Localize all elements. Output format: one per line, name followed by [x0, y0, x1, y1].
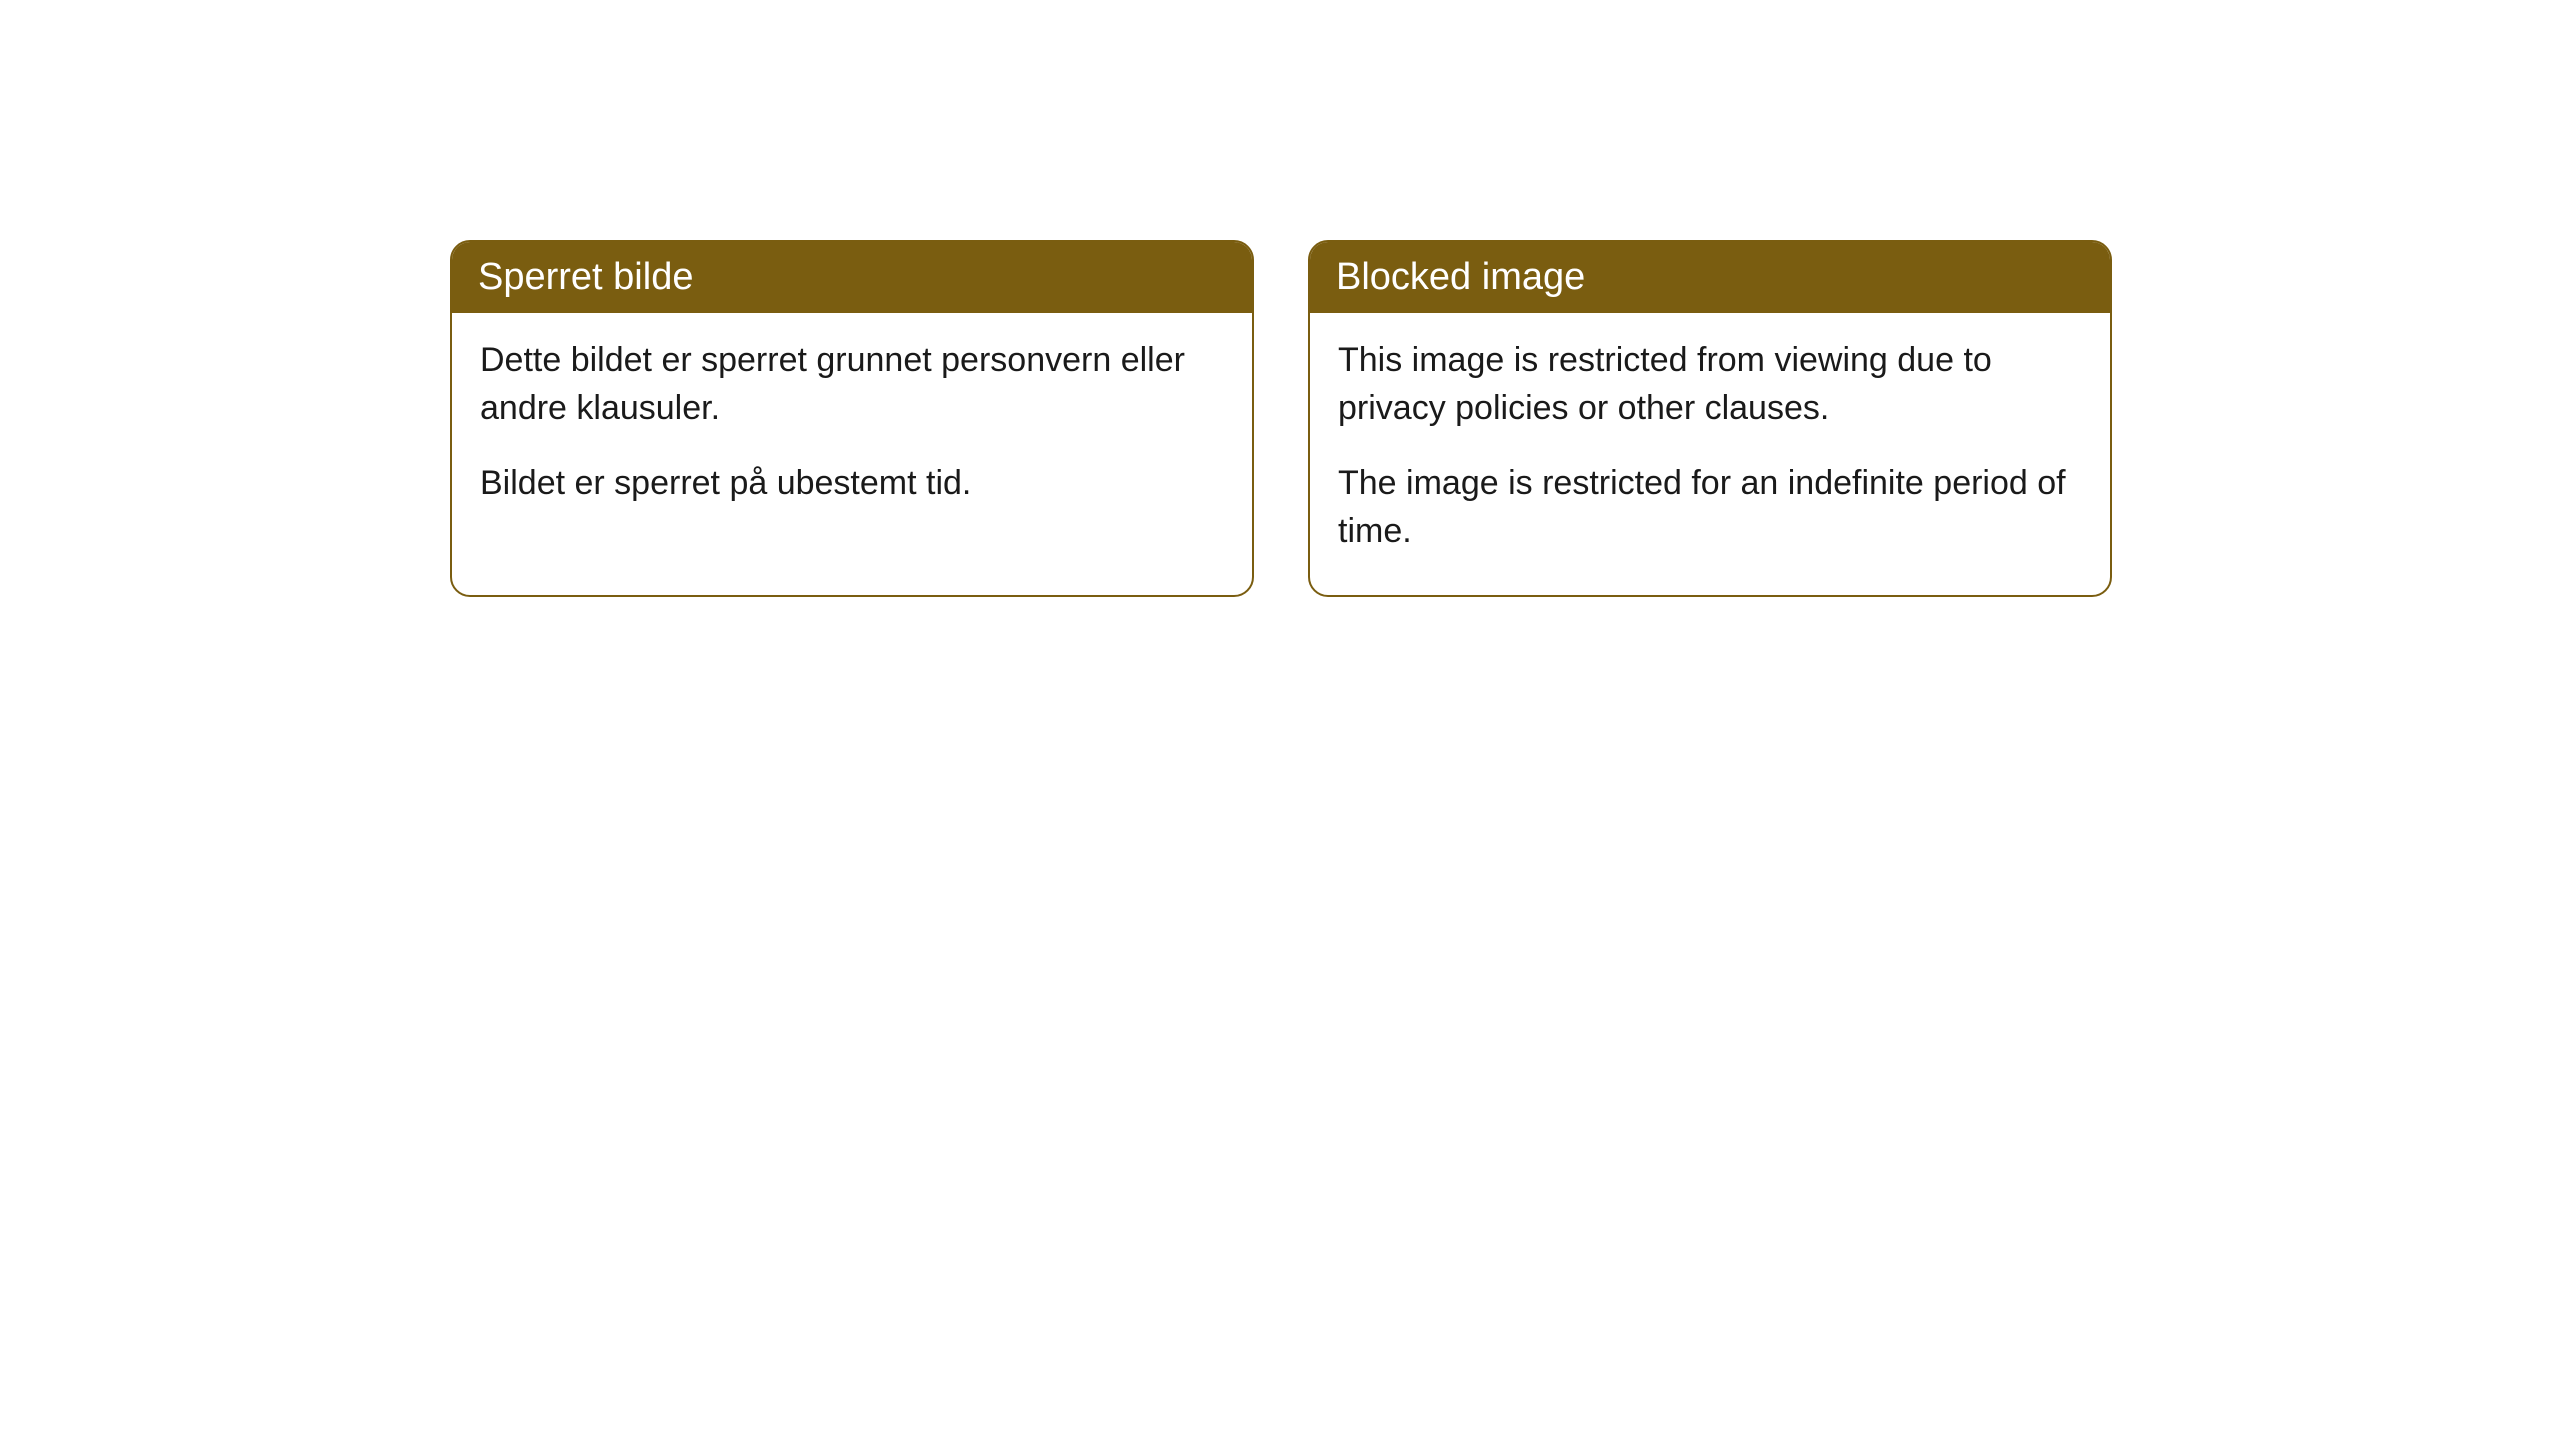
card-header-norwegian: Sperret bilde — [452, 242, 1252, 313]
card-paragraph-english-2: The image is restricted for an indefinit… — [1338, 460, 2082, 555]
card-header-english: Blocked image — [1310, 242, 2110, 313]
card-paragraph-norwegian-2: Bildet er sperret på ubestemt tid. — [480, 460, 1224, 508]
card-title-norwegian: Sperret bilde — [478, 256, 693, 298]
card-body-english: This image is restricted from viewing du… — [1310, 313, 2110, 595]
card-paragraph-english-1: This image is restricted from viewing du… — [1338, 337, 2082, 432]
blocked-image-card-norwegian: Sperret bilde Dette bildet er sperret gr… — [450, 240, 1254, 597]
card-paragraph-norwegian-1: Dette bildet er sperret grunnet personve… — [480, 337, 1224, 432]
notice-cards-container: Sperret bilde Dette bildet er sperret gr… — [450, 240, 2560, 597]
blocked-image-card-english: Blocked image This image is restricted f… — [1308, 240, 2112, 597]
card-body-norwegian: Dette bildet er sperret grunnet personve… — [452, 313, 1252, 548]
card-title-english: Blocked image — [1336, 256, 1585, 298]
